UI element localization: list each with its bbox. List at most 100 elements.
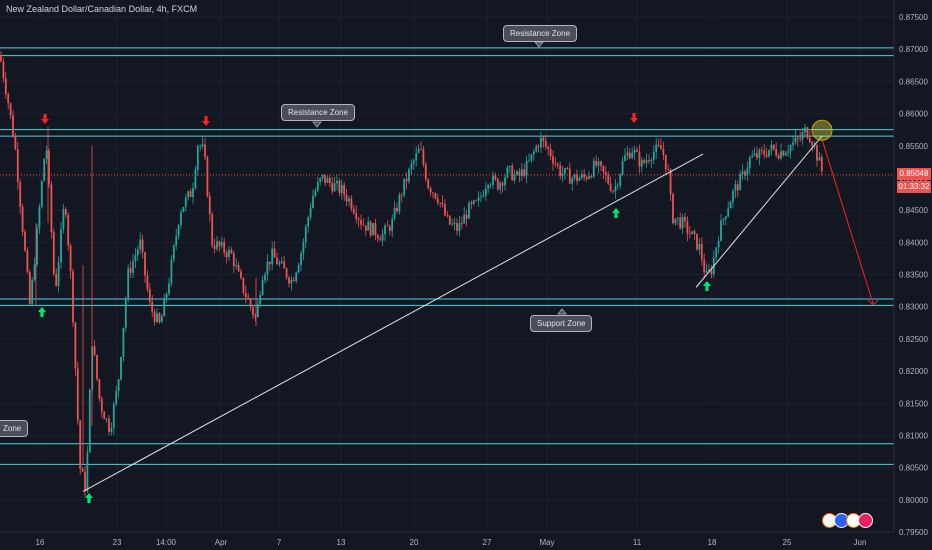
- candle-body: [506, 166, 509, 178]
- candle-body: [672, 194, 674, 224]
- candle-body: [271, 248, 274, 265]
- candle-body: [249, 299, 252, 308]
- candle-body: [124, 299, 127, 328]
- candle-body: [62, 209, 65, 230]
- candle-body: [818, 157, 821, 161]
- candle-body: [122, 327, 125, 358]
- candle-body: [537, 146, 540, 148]
- candle-body: [52, 232, 55, 274]
- candle-body: [134, 255, 137, 262]
- candle-body: [360, 220, 362, 225]
- candle-body: [439, 202, 442, 204]
- candle-body: [386, 225, 389, 227]
- candle-body: [156, 313, 158, 322]
- candle-body: [811, 142, 814, 146]
- candle-body: [520, 169, 523, 176]
- candle-body: [312, 195, 314, 208]
- candle-body: [518, 171, 521, 176]
- candle-body: [244, 292, 247, 298]
- candle-body: [331, 183, 334, 192]
- candle-body: [151, 301, 154, 312]
- candle-body: [228, 249, 230, 258]
- candle-body: [513, 174, 516, 181]
- candle-body: [626, 152, 629, 156]
- candle-body: [588, 176, 590, 179]
- candle-body: [494, 175, 497, 179]
- price-tick-label: 0.84500: [899, 206, 928, 215]
- down-arrow-icon: [630, 113, 638, 123]
- candle-body: [595, 160, 598, 166]
- candle-body: [304, 226, 307, 243]
- candle-body: [31, 279, 34, 304]
- candle-body: [237, 265, 240, 272]
- candle-body: [698, 243, 701, 250]
- candle-body: [302, 242, 305, 254]
- candle-body: [388, 226, 391, 232]
- candle-body: [780, 151, 782, 159]
- price-tick-label: 0.83500: [899, 271, 928, 280]
- resistance-zone-label-top[interactable]: Resistance Zone: [503, 25, 578, 42]
- candle-body: [336, 180, 338, 184]
- candle-body: [391, 218, 394, 232]
- candle-body: [525, 160, 528, 176]
- candle-body: [636, 149, 638, 152]
- candle-body: [777, 155, 780, 159]
- trendline-drawings[interactable]: [82, 41, 879, 492]
- time-tick-label: Jun: [854, 538, 867, 547]
- candlestick-series: [0, 51, 823, 497]
- resistance-zone-label[interactable]: Resistance Zone: [281, 104, 356, 121]
- candle-body: [148, 289, 151, 302]
- candle-body: [816, 145, 818, 161]
- zone-label-partial[interactable]: Zone: [0, 420, 29, 437]
- avatar-icon[interactable]: [858, 513, 873, 528]
- candle-body: [504, 177, 506, 186]
- candle-body: [686, 221, 689, 234]
- time-axis[interactable]: 16 23 14:00 Apr 7 13 20 27 May 11 18 25 Jun: [0, 531, 894, 547]
- candle-body: [158, 313, 161, 323]
- candle-body: [168, 283, 170, 294]
- candle-body: [585, 177, 588, 179]
- price-axis[interactable]: 0.87500 0.87000 0.86500 0.86000 0.85500 0.850…: [893, 0, 928, 537]
- trendline: [82, 153, 704, 492]
- candle-body: [446, 215, 449, 217]
- candle-body: [624, 155, 626, 161]
- candle-body: [792, 142, 794, 146]
- candle-body: [72, 271, 74, 323]
- candle-body: [592, 160, 595, 177]
- candle-body: [420, 149, 422, 150]
- candle-body: [79, 420, 82, 469]
- candle-body: [316, 182, 319, 191]
- up-arrow-icon: [612, 208, 620, 218]
- time-tick-label: May: [539, 538, 554, 547]
- candle-body: [69, 245, 72, 272]
- candle-body: [292, 279, 295, 281]
- down-arrow-icon: [41, 114, 49, 124]
- candle-body: [120, 357, 122, 380]
- support-zone-label[interactable]: Support Zone: [530, 315, 593, 332]
- candle-body: [67, 215, 70, 246]
- candle-body: [489, 184, 492, 186]
- toolbar-icons[interactable]: [822, 513, 876, 528]
- price-tick-label: 0.85500: [899, 142, 928, 151]
- callout-pointer: [312, 121, 322, 128]
- candle-body: [103, 411, 106, 420]
- candle-body: [477, 197, 480, 201]
- candle-body: [523, 169, 526, 176]
- candle-body: [288, 277, 290, 284]
- candle-body: [739, 174, 742, 191]
- time-tick-label: 13: [337, 538, 346, 547]
- candle-body: [564, 168, 566, 174]
- candle-body: [472, 200, 475, 204]
- candle-body: [657, 144, 660, 146]
- candle-body: [607, 175, 610, 184]
- candle-body: [549, 148, 552, 157]
- candle-body: [619, 174, 622, 186]
- candle-body: [259, 295, 262, 304]
- candle-body: [729, 201, 732, 209]
- candle-body: [184, 197, 187, 208]
- candle-body: [160, 316, 163, 323]
- candle-body: [484, 188, 487, 196]
- candle-body: [4, 78, 7, 95]
- candle-body: [127, 268, 130, 300]
